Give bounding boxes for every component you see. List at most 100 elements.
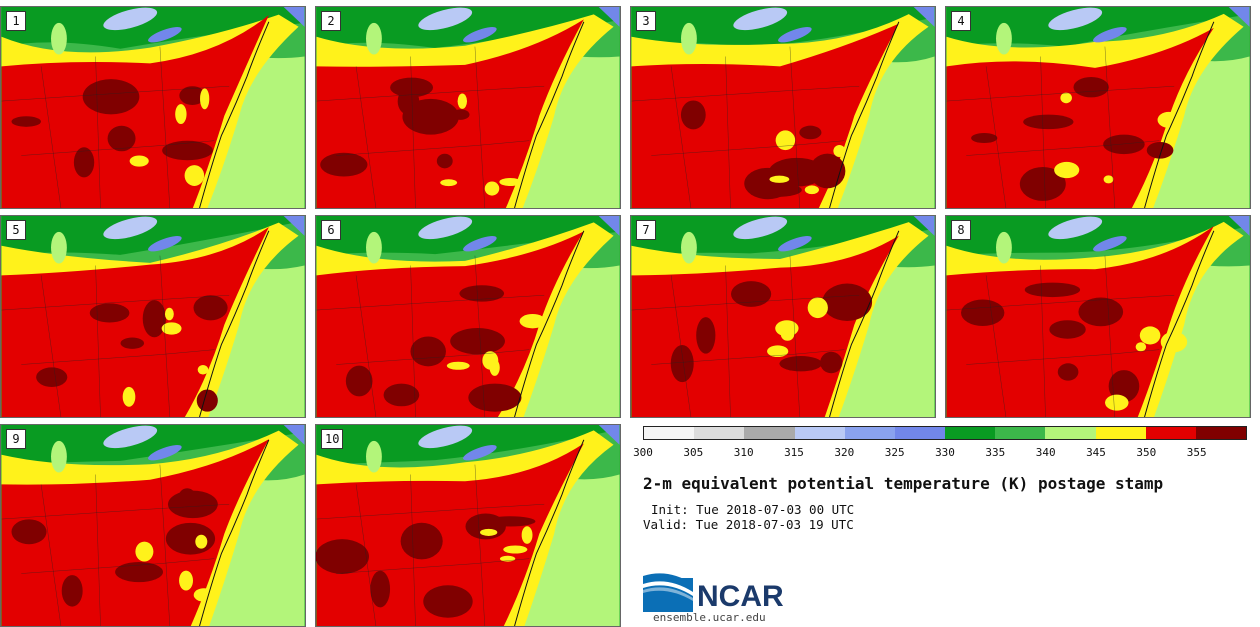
member-label: 10 (321, 429, 344, 449)
great-lake (418, 216, 473, 240)
member-label: 8 (951, 220, 971, 240)
yellow-patch (807, 297, 828, 319)
yellow-patch (775, 320, 799, 337)
yellow-patch (1103, 175, 1114, 184)
dark-red-patch (468, 383, 522, 412)
great-lake (418, 7, 473, 31)
great-lake (148, 445, 182, 461)
colorbar-segment (995, 427, 1046, 439)
member-label: 6 (321, 220, 341, 240)
northern-green-band (316, 7, 620, 49)
state-border (789, 255, 801, 417)
state-border (316, 85, 545, 102)
lake-outline (681, 22, 697, 55)
state-border (474, 464, 486, 626)
dark-red-patch (1103, 134, 1145, 155)
yellow-patch (1157, 111, 1180, 128)
yellow-patch (184, 165, 205, 186)
member-panel-6[interactable]: 6 (315, 215, 621, 418)
dark-red-patch (485, 516, 536, 527)
member-label: 2 (321, 11, 341, 31)
dark-red-patch (1146, 142, 1174, 159)
great-lake (778, 236, 812, 252)
theta-e-map (631, 216, 935, 417)
dark-red-patch (450, 328, 505, 355)
member-label: 4 (951, 11, 971, 31)
yellow-patch (1054, 161, 1080, 179)
dark-red-patch (120, 337, 145, 349)
northern-green-band (316, 425, 620, 465)
yellow-patch (503, 545, 528, 554)
coastline (829, 230, 900, 417)
member-panel-10[interactable]: 10 (315, 424, 621, 627)
member-panel-8[interactable]: 8 (945, 215, 1251, 418)
colorbar (643, 426, 1247, 440)
dark-red-patch (82, 79, 140, 115)
member-panel-3[interactable]: 3 (630, 6, 936, 209)
state-border (316, 503, 545, 520)
great-lake (1048, 216, 1103, 240)
member-label: 5 (6, 220, 26, 240)
dark-red-patch (971, 133, 998, 144)
yellow-patch (521, 526, 533, 544)
yellow-patch (129, 155, 149, 167)
state-border (985, 66, 1007, 208)
yellow-patch (1135, 342, 1147, 352)
theta-e-map (316, 425, 620, 626)
coastline (199, 21, 270, 208)
coastline (199, 230, 270, 417)
dark-red-patch (1019, 166, 1066, 201)
theta-e-map (946, 7, 1250, 208)
dark-red-patch (820, 351, 843, 374)
theta-e-map (1, 216, 305, 417)
great-lake (1093, 27, 1127, 43)
yellow-patch (484, 181, 500, 196)
colorbar-segment (894, 427, 946, 439)
dark-red-patch (1023, 114, 1074, 130)
northern-green-band (631, 216, 935, 256)
state-border (40, 275, 62, 417)
great-lake (148, 27, 182, 43)
dark-red-patch (1073, 76, 1109, 98)
lake-outline (51, 440, 67, 473)
great-lake (1048, 7, 1103, 31)
member-panel-4[interactable]: 4 (945, 6, 1251, 209)
great-lake (1093, 236, 1127, 252)
state-border (1104, 255, 1116, 417)
great-lake (733, 7, 788, 31)
lake-outline (366, 231, 382, 264)
state-border (1, 503, 230, 520)
dark-red-patch (799, 125, 822, 140)
state-border (355, 66, 377, 208)
member-panel-2[interactable]: 2 (315, 6, 621, 209)
member-panel-5[interactable]: 5 (0, 215, 306, 418)
coastline (1144, 230, 1215, 417)
colorbar-tick-label: 325 (884, 446, 905, 459)
dark-red-patch (196, 389, 218, 412)
lake-outline (51, 231, 67, 264)
state-border (410, 265, 416, 417)
state-border (631, 85, 860, 102)
colorbar-tick-label: 340 (1035, 446, 1056, 459)
state-border (21, 140, 215, 156)
red-region (1, 15, 269, 208)
state-border (95, 56, 101, 208)
yellow-patch (499, 177, 521, 187)
dark-red-patch (89, 303, 130, 323)
site-url[interactable]: ensemble.ucar.edu (653, 611, 766, 624)
member-label: 3 (636, 11, 656, 31)
state-border (95, 265, 101, 417)
state-border (95, 474, 101, 626)
state-border (336, 558, 530, 574)
state-border (355, 484, 377, 626)
state-border (1040, 265, 1046, 417)
northern-green-band (1, 425, 305, 465)
member-panel-9[interactable]: 9 (0, 424, 306, 627)
lake-outline (996, 22, 1012, 55)
member-panel-1[interactable]: 1 (0, 6, 306, 209)
member-panel-7[interactable]: 7 (630, 215, 936, 418)
northern-green-band (946, 216, 1250, 256)
great-lake (103, 216, 158, 240)
dark-red-patch (11, 519, 47, 545)
yellow-patch (1060, 92, 1072, 104)
